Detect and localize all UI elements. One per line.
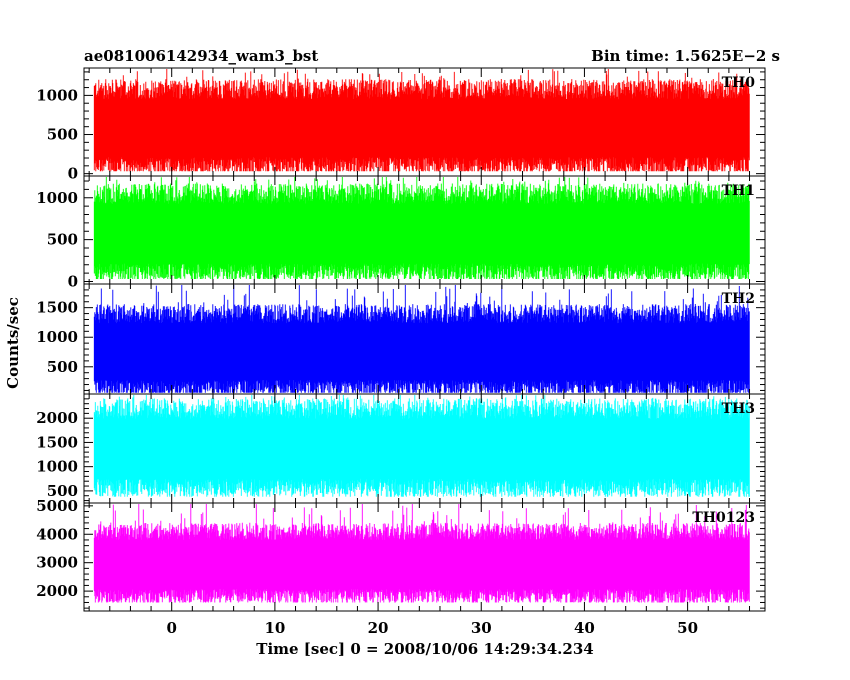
y-tick-label: 1500	[36, 299, 78, 317]
series-trace-th2	[93, 285, 750, 393]
y-tick-label: 4000	[36, 525, 78, 543]
y-tick-label: 500	[47, 482, 78, 500]
panel-th0123: 2000 3000 4000 5000 TH0123	[36, 497, 766, 612]
panel-th2: 500 1000 1500 TH2	[36, 283, 766, 395]
y-tick-label: 2000	[36, 409, 78, 427]
y-tick-label: 1000	[36, 86, 78, 104]
panel-label-th2: TH2	[722, 291, 755, 307]
chart-title-left: ae081006142934_wam3_bst	[84, 47, 318, 65]
y-tick-label: 500	[47, 126, 78, 144]
x-tick-label: 20	[368, 619, 389, 637]
x-axis-title: Time [sec] 0 = 2008/10/06 14:29:34.234	[256, 640, 593, 658]
y-tick-label: 1000	[36, 328, 78, 346]
panels-group: 0 500 1000 TH0 0 500 1000 TH1 500 1000 1500 TH2 500 1…	[36, 67, 766, 612]
x-axis: 0 10 20 30 40 50	[166, 619, 698, 637]
x-tick-label: 0	[166, 619, 176, 637]
x-tick-label: 10	[264, 619, 285, 637]
series-trace-th3	[93, 395, 750, 497]
y-tick-label: 2000	[36, 582, 78, 600]
series-trace-th1	[93, 177, 750, 279]
y-tick-label: 5000	[36, 497, 78, 515]
x-tick-label: 30	[471, 619, 492, 637]
y-tick-label: 0	[68, 165, 78, 183]
y-tick-label: 500	[47, 231, 78, 249]
panel-label-th3: TH3	[722, 401, 755, 417]
panel-label-th0123: TH0123	[692, 510, 755, 526]
chart-title-right: Bin time: 1.5625E−2 s	[591, 47, 780, 65]
x-tick-label: 50	[677, 619, 698, 637]
panel-label-th0: TH0	[722, 75, 756, 91]
y-tick-label: 1000	[36, 189, 78, 207]
y-tick-label: 0	[68, 272, 78, 290]
y-tick-label: 1500	[36, 433, 78, 451]
x-tick-label: 40	[574, 619, 595, 637]
y-tick-label: 3000	[36, 554, 78, 572]
panel-label-th1: TH1	[722, 183, 755, 199]
panel-th3: 500 1000 1500 2000 TH3	[36, 393, 766, 504]
series-trace-th0123	[93, 504, 750, 603]
panel-th0: 0 500 1000 TH0	[36, 67, 766, 183]
panel-th1: 0 500 1000 TH1	[36, 175, 766, 290]
y-tick-label: 500	[47, 358, 78, 376]
series-trace-th0	[93, 69, 750, 172]
y-axis-title: Counts/sec	[4, 297, 22, 389]
y-tick-label: 1000	[36, 458, 78, 476]
